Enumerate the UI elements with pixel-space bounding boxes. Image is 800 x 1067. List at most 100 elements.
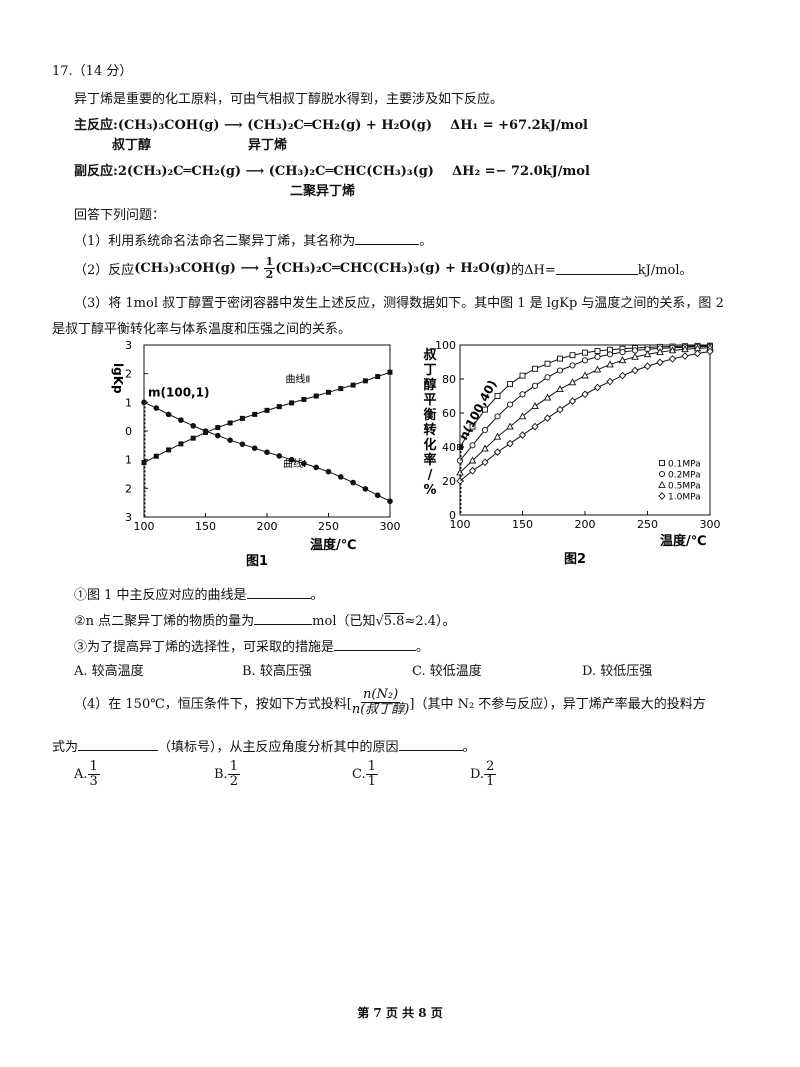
data-point (288, 456, 295, 463)
x-tick-label: 150 (512, 518, 533, 531)
q3-option-b[interactable]: B. 较高压强 (242, 664, 312, 679)
data-point (619, 349, 626, 356)
q3-option-a[interactable]: A. 较高温度 (74, 664, 144, 679)
q4-answer-blank-2[interactable] (398, 738, 463, 751)
legend-label: 0.5MPa (668, 482, 701, 492)
x-tick-label: 100 (450, 518, 471, 531)
data-point (531, 422, 539, 431)
q4-option-den: 1 (486, 774, 495, 790)
data-point (215, 425, 221, 431)
data-point (568, 397, 577, 405)
chart-title: 图2 (564, 552, 586, 567)
y-axis-label: lgKp (111, 363, 125, 394)
y-tick-label: 3 (125, 511, 132, 524)
q4-option-den: 1 (367, 774, 376, 790)
series-label: 曲线Ⅱ (285, 372, 310, 385)
data-point (693, 349, 702, 358)
q4-ratio-num: n(N₂) (361, 687, 401, 704)
q3-1-end: 。 (310, 588, 324, 603)
data-point (618, 371, 627, 380)
side-reaction-reactant: 2(CH₃)₂C═CH₂(g) (117, 164, 242, 179)
data-point (227, 437, 233, 443)
q4-ratio: n(N₂) n(叔丁醇) (352, 687, 410, 718)
q3-3-answer-blank[interactable] (334, 638, 417, 651)
q2-answer-blank[interactable] (555, 262, 638, 276)
data-point (506, 439, 514, 448)
data-point (141, 460, 147, 466)
data-point (350, 479, 356, 486)
data-point (506, 422, 514, 430)
q3-option-d[interactable]: D. 较低压强 (582, 664, 653, 679)
q1-answer-blank[interactable] (355, 232, 420, 245)
data-point (313, 393, 319, 399)
y-tick-label: 2 (125, 482, 132, 495)
q2-products: (CH₃)₂C═CHC(CH₃)₃(g) + H₂O(g) (275, 261, 512, 277)
data-point (531, 402, 539, 410)
data-point (569, 352, 576, 359)
series-label: 曲线Ⅰ (283, 457, 306, 470)
data-point (593, 383, 602, 392)
y-tick-label: 2 (125, 368, 132, 381)
x-axis-label: 温度/℃ (660, 533, 707, 549)
data-point (326, 389, 331, 395)
q1: （1）利用系统命名法命名二聚异丁烯，其名称为 。 (74, 230, 432, 249)
data-point (556, 367, 564, 374)
data-point (643, 350, 652, 358)
data-point (456, 477, 464, 485)
y-tick-label: 1 (125, 396, 132, 409)
q3-3-text: ③为了提高异丁烯的选择性，可采取的措施是 (74, 640, 335, 655)
data-point (582, 349, 588, 356)
main-reaction-products: (CH₃)₂C═CH₂(g) + H₂O(g) (247, 118, 433, 133)
q3-3: ③为了提高异丁烯的选择性，可采取的措施是 。 (74, 636, 429, 655)
q3-1-answer-blank[interactable] (246, 586, 311, 599)
data-point (338, 474, 344, 480)
q4-line2: 式为 （填标号），从主反应角度分析其中的原因 。 (52, 736, 476, 755)
data-point (190, 423, 196, 429)
chart-title: 图1 (246, 554, 268, 569)
data-point (493, 432, 502, 440)
q4-option-num: 2 (484, 759, 497, 776)
q4-option-num: 1 (87, 759, 100, 776)
data-point (166, 447, 172, 453)
x-axis-label: 温度/℃ (310, 537, 357, 553)
q4-suffix: ]（其中 N₂ 不参与反应），异丁烯产率最大的投料方 (409, 697, 706, 713)
data-point (481, 444, 489, 452)
q3-option-c[interactable]: C. 较低温度 (412, 664, 482, 679)
intro-text: 异丁烯是重要的化工原料，可由气相叔丁醇脱水得到，主要涉及如下反应。 (74, 92, 504, 107)
data-point (631, 366, 639, 375)
q4-option-label: A. (74, 767, 88, 783)
data-point (543, 414, 552, 422)
data-point (468, 456, 477, 464)
data-point (557, 355, 563, 362)
q3-2-answer-blank[interactable] (254, 612, 313, 625)
data-point (581, 357, 589, 364)
data-point (301, 460, 307, 467)
data-point (153, 405, 160, 411)
data-point (325, 468, 332, 475)
y-tick-label: 1 (125, 454, 132, 467)
data-point (606, 351, 614, 358)
data-point (165, 411, 172, 418)
q2-coef-den: 2 (265, 268, 274, 282)
q2-reactant: (CH₃)₃COH(g) (134, 261, 236, 277)
data-point (239, 441, 246, 447)
q3-2: ②n 点二聚异丁烯的物质的量为 mol（已知√5.8≈2.4）。 (74, 610, 456, 629)
q4-answer-blank-1[interactable] (78, 738, 159, 751)
y-tick-label: 0 (125, 425, 132, 438)
data-point (668, 346, 677, 354)
data-point (456, 457, 464, 464)
y-tick-label: 80 (442, 373, 456, 386)
q2: （2）反应 (CH₃)₃COH(g) ⟶ 1 2 (CH₃)₂C═CHC(CH₃… (74, 255, 693, 282)
x-tick-label: 250 (318, 520, 339, 533)
main-reaction-reactant: (CH₃)₃COH(g) (117, 118, 220, 133)
data-point (469, 442, 476, 449)
main-product-name: 异丁烯 (248, 138, 288, 153)
data-point (593, 365, 602, 373)
